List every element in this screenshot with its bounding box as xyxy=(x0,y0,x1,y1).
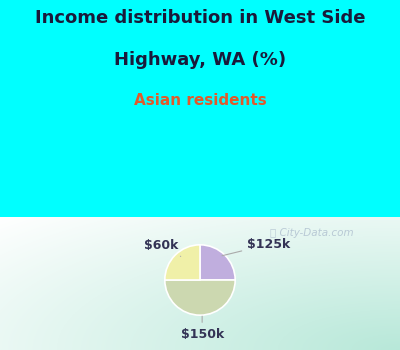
Text: $150k: $150k xyxy=(180,316,224,341)
Wedge shape xyxy=(165,245,200,280)
Text: $125k: $125k xyxy=(222,238,290,256)
Text: ⓘ City-Data.com: ⓘ City-Data.com xyxy=(270,228,354,238)
Wedge shape xyxy=(200,245,235,280)
Text: Highway, WA (%): Highway, WA (%) xyxy=(114,51,286,69)
Text: Income distribution in West Side: Income distribution in West Side xyxy=(35,9,365,27)
Wedge shape xyxy=(165,280,235,315)
Text: $60k: $60k xyxy=(144,239,181,257)
Text: Asian residents: Asian residents xyxy=(134,93,266,108)
